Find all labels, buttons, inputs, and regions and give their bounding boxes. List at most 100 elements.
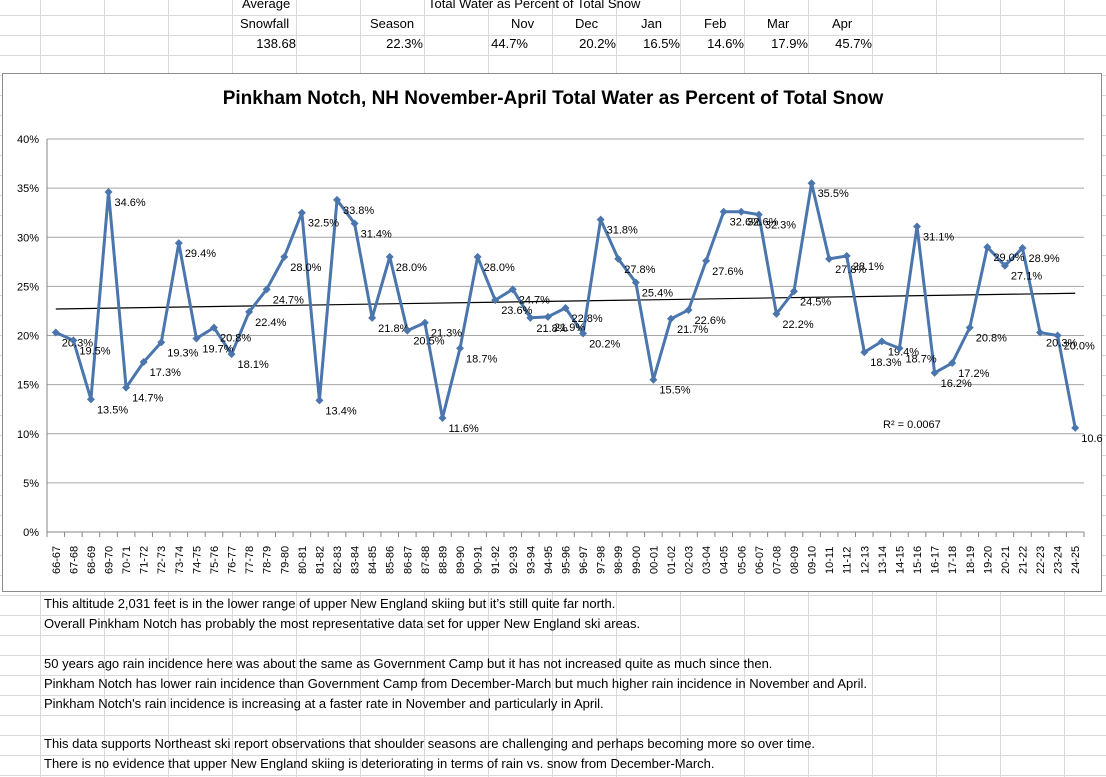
x-tick-label: 74-75 [191, 546, 203, 574]
y-tick-label: 5% [23, 478, 39, 490]
x-tick-label: 02-03 [684, 546, 696, 574]
data-label: 28.0% [484, 262, 515, 274]
data-point [737, 207, 746, 216]
avg-label-1[interactable]: Average [242, 0, 291, 11]
month-value-dec[interactable]: 20.2% [579, 36, 616, 51]
data-point [420, 318, 429, 327]
data-label: 19.7% [202, 343, 233, 355]
data-point [596, 215, 605, 224]
chart-area[interactable]: Pinkham Notch, NH November-April Total W… [2, 73, 1103, 592]
data-label: 27.1% [1011, 271, 1042, 283]
data-point [69, 336, 78, 345]
r-squared-label: R² = 0.0067 [883, 419, 941, 431]
data-label: 19.4% [888, 346, 919, 358]
month-label-jan[interactable]: Jan [641, 16, 662, 31]
month-label-nov[interactable]: Nov [511, 16, 535, 31]
data-point [104, 188, 113, 197]
data-point [807, 179, 816, 188]
data-point [561, 303, 570, 312]
data-label: 34.6% [115, 197, 146, 209]
data-point [209, 323, 218, 332]
note-line[interactable]: Overall Pinkham Notch has probably the m… [44, 616, 641, 631]
group-title[interactable]: Total Water as Percent of Total Snow [428, 0, 641, 11]
data-point [1071, 423, 1080, 432]
data-label: 21.3% [431, 328, 462, 340]
avg-label-2[interactable]: Snowfall [240, 16, 290, 31]
line-chart: 0% 5% 10% 15% 20% 25% 30% 35% 40% 66-67 67-68 68-69… [17, 134, 1103, 574]
month-value-nov[interactable]: 44.7% [491, 36, 528, 51]
x-tick-label: 89-90 [455, 546, 467, 574]
data-point [965, 323, 974, 332]
data-label: 24.5% [800, 296, 831, 308]
data-label: 22.8% [572, 313, 603, 325]
y-tick-label: 15% [17, 380, 39, 392]
data-point [913, 222, 922, 231]
data-label: 28.0% [396, 262, 427, 274]
month-label-dec[interactable]: Dec [575, 16, 599, 31]
x-tick-label: 83-84 [350, 546, 362, 574]
x-tick-label: 88-89 [437, 546, 449, 574]
data-label: 17.2% [958, 368, 989, 380]
month-label-mar[interactable]: Mar [767, 16, 790, 31]
x-tick-label: 75-76 [209, 546, 221, 574]
data-point [1018, 244, 1027, 253]
month-label-feb[interactable]: Feb [704, 16, 727, 31]
data-label: 31.8% [607, 225, 638, 237]
data-point [1053, 331, 1062, 340]
x-tick-label: 19-20 [982, 546, 994, 574]
data-label: 24.7% [519, 294, 550, 306]
month-label-apr[interactable]: Apr [832, 16, 853, 31]
x-tick-label: 11-12 [842, 547, 854, 574]
data-point [754, 210, 763, 219]
data-point [385, 252, 394, 261]
data-label: 31.4% [361, 228, 392, 240]
month-value-jan[interactable]: 16.5% [643, 36, 680, 51]
data-point [789, 287, 798, 296]
x-tick-label: 03-04 [701, 546, 713, 574]
data-label: 21.8% [536, 323, 567, 335]
note-line[interactable]: Pinkham Notch's rain incidence is increa… [44, 696, 604, 711]
x-tick-label: 16-17 [930, 546, 942, 574]
x-tick-label: 87-88 [420, 546, 432, 574]
data-label: 20.2% [589, 339, 620, 351]
note-line[interactable]: This altitude 2,031 feet is in the lower… [44, 596, 616, 611]
x-tick-label: 70-71 [121, 546, 133, 574]
x-tick-label: 18-19 [965, 546, 977, 574]
x-tick-label: 95-96 [561, 546, 573, 574]
data-label: 27.8% [624, 264, 655, 276]
data-label: 32.5% [308, 218, 339, 230]
data-label: 13.4% [325, 405, 356, 417]
month-value-mar[interactable]: 17.9% [771, 36, 808, 51]
x-tick-label: 73-74 [174, 546, 186, 574]
x-tick-label: 01-02 [666, 546, 678, 574]
data-point [842, 251, 851, 260]
season-value[interactable]: 22.3% [386, 36, 423, 51]
note-line[interactable]: This data supports Northeast ski report … [44, 736, 816, 751]
data-point [333, 195, 342, 204]
y-tick-label: 20% [17, 331, 39, 343]
data-label: 19.3% [167, 347, 198, 359]
data-point [122, 383, 131, 392]
month-value-feb[interactable]: 14.6% [707, 36, 744, 51]
x-tick-label: 86-87 [402, 546, 414, 574]
data-label: 17.3% [150, 367, 181, 379]
data-label: 32.6% [730, 217, 761, 229]
data-point [473, 252, 482, 261]
data-label: 20.3% [1046, 338, 1077, 350]
note-line[interactable]: Pinkham Notch has lower rain incidence t… [44, 676, 867, 691]
data-point [227, 350, 236, 359]
data-point [1036, 328, 1045, 337]
data-label: 28.9% [1028, 253, 1059, 265]
data-label: 23.6% [501, 305, 532, 317]
data-label: 35.5% [818, 188, 849, 200]
month-value-apr[interactable]: 45.7% [835, 36, 872, 51]
note-line[interactable]: There is no evidence that upper New Engl… [44, 756, 715, 771]
x-tick-label: 22-23 [1035, 546, 1047, 574]
x-tick-label: 10-11 [824, 547, 836, 574]
data-label: 18.1% [238, 359, 269, 371]
note-line[interactable]: 50 years ago rain incidence here was abo… [44, 656, 773, 671]
data-label: 29.4% [185, 248, 216, 260]
x-tick-label: 69-70 [104, 546, 116, 574]
avg-snowfall-value[interactable]: 138.68 [256, 36, 296, 51]
season-label[interactable]: Season [370, 16, 415, 31]
